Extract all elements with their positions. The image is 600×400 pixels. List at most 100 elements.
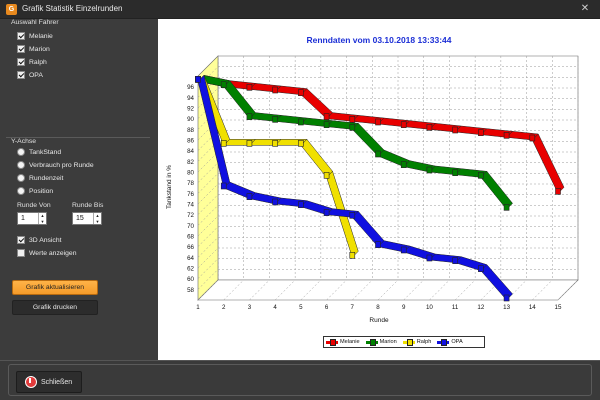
grid-line-floor [326,279,347,301]
yaxis-group-label: Y-Achse [11,138,37,145]
x-tick-label: 3 [248,304,252,311]
driver-checkbox-marion[interactable]: Marion [17,44,50,54]
radio-label: Rundenzeit [29,174,64,182]
series-point-opa [349,212,356,219]
print-chart-button[interactable]: Grafik drucken [12,300,98,315]
x-tick-label: 14 [529,304,536,311]
radio-icon[interactable] [17,161,25,169]
series-point-ralph [349,252,356,259]
series-point-melanie [375,118,381,126]
series-point-opa [478,265,484,272]
legend-swatch [437,339,450,346]
y-tick-label: 68 [187,234,194,241]
grid-line-floor [223,279,244,301]
series-point-ralph [298,140,304,147]
show-values-checkbox[interactable]: Werte anzeigen [17,248,76,258]
drivers-group-label: Auswahl Fahrer [11,19,59,26]
series-point-melanie [452,126,458,134]
y-tick-label: 66 [187,244,194,251]
checkbox-icon[interactable] [17,249,25,257]
grid-line-floor [532,279,553,301]
y-tick-label: 72 [187,212,194,219]
grid-line-floor [403,279,424,301]
y-tick-label: 62 [187,266,194,273]
x-tick-label: 13 [503,304,510,311]
series-point-melanie [349,116,356,123]
spin-up-icon[interactable]: ▲ [40,213,45,218]
y-axis-label: Tankstand in % [166,164,173,209]
y-tick-label: 74 [187,202,194,209]
legend-swatch [365,339,378,346]
runde-von-label: Runde Von [17,202,51,209]
checkbox-icon[interactable] [17,71,25,79]
series-point-marion [452,169,458,176]
footer: Schließen [0,360,600,400]
runde-bis-spinner[interactable]: 15 ▲ ▼ [72,212,102,225]
grid-line-side [197,215,219,237]
grid-line-side [197,247,219,269]
yaxis-radio-tankstand[interactable]: TankStand [17,147,61,157]
x-axis-label: Runde [369,317,389,324]
grid-line-floor [274,279,296,301]
spin-up-icon[interactable]: ▲ [95,213,100,218]
series-point-melanie [272,86,278,94]
yaxis-radio-position[interactable]: Position [17,186,53,196]
grid-line-floor [249,279,270,301]
y-tick-label: 80 [187,170,194,177]
runde-bis-value[interactable]: 15 [76,215,84,222]
grid-line-floor [377,279,399,301]
series-point-marion [478,172,484,179]
checkbox-icon[interactable] [17,32,25,40]
y-tick-label: 84 [187,148,194,155]
show-values-label: Werte anzeigen [29,249,77,257]
radio-icon[interactable] [17,148,25,156]
series-point-marion [323,121,330,128]
radio-icon[interactable] [17,174,25,182]
checkbox-icon[interactable] [17,236,25,244]
legend-label: OPA [451,339,463,345]
checkbox-icon[interactable] [17,45,25,53]
close-button[interactable]: Schließen [16,371,82,393]
driver-checkbox-melanie[interactable]: Melanie [17,31,53,41]
3d-view-checkbox[interactable]: 3D Ansicht [17,235,62,245]
series-point-ralph [246,140,253,147]
y-tick-label: 78 [187,180,194,187]
grid-line-floor [557,279,579,301]
legend-label: Melanie [340,339,360,345]
series-point-ralph [220,140,227,147]
window-close-icon[interactable]: ✕ [580,3,590,14]
series-point-opa [220,182,227,190]
x-tick-label: 9 [402,304,406,311]
3d-view-label: 3D Ansicht [29,236,62,244]
series-point-opa [375,241,381,248]
y-tick-label: 90 [187,116,194,123]
radio-icon[interactable] [17,187,25,195]
series-point-marion [426,166,433,174]
runde-von-spinner[interactable]: 1 ▲ ▼ [17,212,47,225]
radio-label: TankStand [29,148,62,156]
x-tick-label: 5 [299,304,303,311]
series-point-marion [503,204,510,211]
runde-von-value[interactable]: 1 [21,215,25,222]
grid-line-floor [197,279,219,301]
window-title: Grafik Statistik Einzelrunden [22,4,123,13]
chart-panel: Renndaten vom 03.10.2018 13:33:44 58 60 62… [158,19,600,360]
y-tick-label: 96 [187,84,194,91]
driver-checkbox-opa[interactable]: OPA [17,70,43,80]
yaxis-radio-verbrauch[interactable]: Verbrauch pro Runde [17,160,94,170]
spin-down-icon[interactable]: ▼ [95,218,100,224]
x-tick-label: 12 [477,304,484,311]
grid-line-side [197,87,219,109]
driver-checkbox-ralph[interactable]: Ralph [17,57,47,67]
checkbox-icon[interactable] [17,58,25,66]
refresh-chart-button[interactable]: Grafik aktualisieren [12,280,98,295]
legend-swatch [402,339,415,346]
y-tick-label: 60 [187,276,194,283]
yaxis-radio-rundenzeit[interactable]: Rundenzeit [17,173,63,183]
spin-down-icon[interactable]: ▼ [40,218,45,224]
grid-line-side [197,151,219,173]
series-point-opa [246,193,253,200]
series-point-marion [298,118,304,126]
grid-line-floor [352,279,373,301]
series-point-melanie [529,134,536,142]
